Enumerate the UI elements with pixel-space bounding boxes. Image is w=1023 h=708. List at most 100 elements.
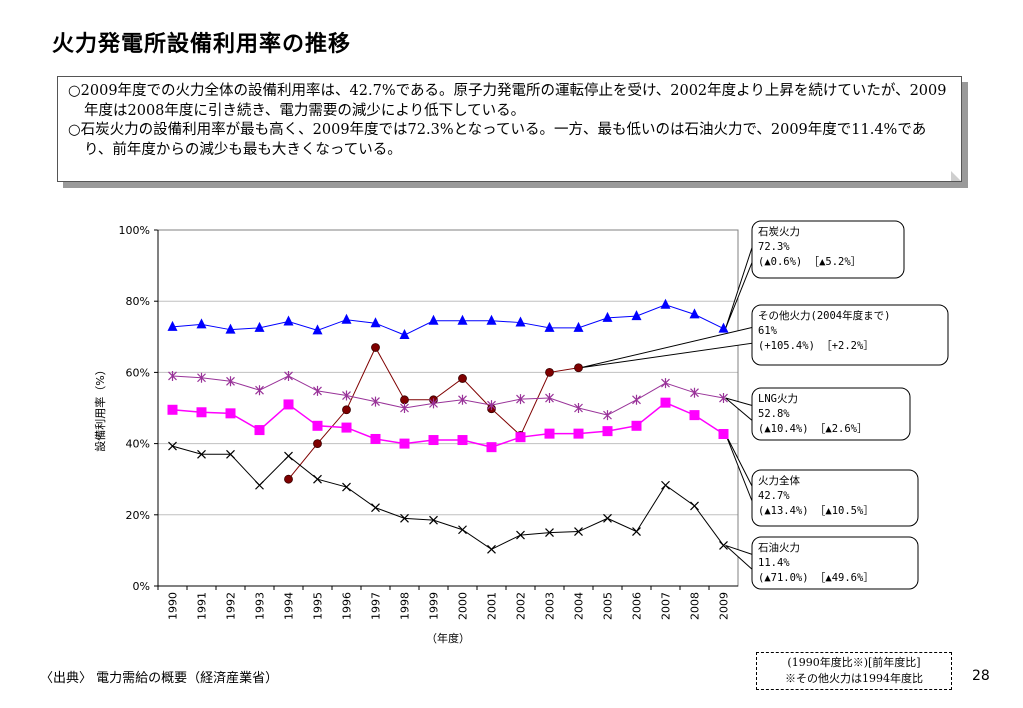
data-point — [226, 376, 235, 387]
data-point — [370, 433, 381, 444]
folded-corner-decoration — [951, 171, 961, 181]
data-point — [574, 403, 583, 413]
summary-box: ○2009年度での火力全体の設備利用率は、42.7%である。原子力発電所の運転停… — [57, 76, 962, 182]
data-point — [632, 394, 641, 405]
data-point — [371, 343, 380, 352]
y-tick-label: 0% — [133, 580, 150, 593]
data-point — [168, 370, 177, 381]
data-point — [225, 323, 236, 334]
data-point — [487, 544, 496, 554]
data-point — [400, 513, 409, 523]
series — [167, 298, 729, 554]
x-tick-label: 2004 — [573, 592, 586, 620]
callout-text-line1: LNG火力 — [758, 392, 798, 405]
data-point — [457, 314, 468, 325]
data-point — [196, 407, 207, 418]
callout-text-line1: 石油火力 — [758, 541, 800, 554]
callout-text-line1: その他火力(2004年度まで) — [758, 309, 890, 322]
page-title: 火力発電所設備利用率の推移 — [52, 32, 352, 57]
y-tick-label: 100% — [119, 224, 150, 237]
data-point — [255, 385, 264, 396]
callout-pointer — [580, 326, 755, 369]
x-tick-label: 2002 — [515, 592, 528, 620]
callout-pointer — [725, 241, 755, 329]
x-tick-label: 2001 — [486, 592, 499, 620]
data-point — [342, 405, 351, 415]
data-point — [313, 385, 322, 396]
data-point — [515, 316, 526, 327]
x-tick-label: 1991 — [196, 592, 209, 620]
x-tick-label: 1992 — [225, 592, 238, 620]
legend-note-box: (1990年度比※)[前年度比] ※その他火力は1994年度比 — [756, 652, 952, 690]
series-line — [288, 346, 579, 480]
gridlines — [158, 229, 738, 516]
data-point — [429, 515, 438, 525]
data-point — [573, 428, 584, 439]
callout-text-line2: 42.7% — [758, 490, 790, 502]
data-point — [458, 374, 467, 383]
plot-area-border — [157, 229, 739, 587]
callout-pointer — [725, 544, 755, 573]
series-line — [172, 375, 724, 416]
data-point — [255, 480, 264, 490]
data-point — [719, 540, 728, 550]
series-total — [167, 397, 729, 453]
data-point — [603, 513, 612, 523]
data-point — [486, 442, 497, 453]
data-point — [458, 394, 467, 405]
data-point — [283, 315, 294, 326]
x-tick-label: 2003 — [544, 592, 557, 620]
data-point — [312, 420, 323, 431]
data-point — [342, 482, 351, 492]
data-point — [661, 378, 670, 389]
data-point — [168, 441, 177, 451]
data-point — [689, 308, 700, 319]
series-line — [172, 445, 724, 550]
data-point — [371, 396, 380, 407]
callout-text-line3: (▲13.4%) ［▲10.5%］ — [758, 505, 874, 517]
x-tick-label: 2006 — [631, 592, 644, 620]
data-point — [428, 435, 439, 446]
data-point — [574, 363, 583, 373]
data-point — [515, 432, 526, 443]
data-point — [197, 372, 206, 383]
x-tick-label: 2005 — [602, 592, 615, 620]
data-point — [457, 435, 468, 446]
callout-text-line1: 石炭火力 — [758, 225, 800, 238]
data-point — [167, 404, 178, 415]
callout-text-line3: (▲10.4%) ［▲2.6%］ — [758, 423, 868, 435]
data-point — [631, 420, 642, 431]
series-lng — [168, 370, 728, 421]
source-citation: 〈出典〉 電力需給の概要（経済産業省） — [40, 671, 279, 686]
callouts: 石炭火力 72.3% (▲0.6%) ［▲5.2%］ その他火力(2004年度まで) 6… — [580, 220, 949, 590]
data-point — [197, 449, 206, 459]
callout-box — [751, 387, 911, 441]
data-point — [313, 474, 322, 484]
callout-text-line3: (▲0.6%) ［▲5.2%］ — [758, 256, 861, 268]
callout-text-line2: 61% — [758, 325, 778, 337]
data-point — [428, 314, 439, 325]
data-point — [226, 449, 235, 459]
data-point — [661, 480, 670, 490]
data-point — [660, 397, 671, 408]
data-point — [603, 410, 612, 421]
data-point — [660, 298, 671, 309]
data-point — [370, 317, 381, 328]
data-point — [602, 311, 613, 322]
callout-text-line3: (▲71.0%) ［▲49.6%］ — [758, 572, 874, 584]
callout-coal: 石炭火力 72.3% (▲0.6%) ［▲5.2%］ — [725, 220, 905, 329]
data-point — [312, 324, 323, 335]
x-tick-label: 1995 — [312, 592, 325, 620]
data-point — [573, 321, 584, 332]
callout-text-line3: (+105.4%) ［+2.2%］ — [758, 340, 874, 352]
data-point — [631, 310, 642, 321]
callout-box — [751, 220, 905, 279]
data-point — [574, 527, 583, 536]
y-tick-label: 20% — [126, 509, 150, 522]
x-tick-label: 1993 — [254, 592, 267, 620]
data-point — [400, 395, 409, 405]
data-point — [690, 387, 699, 398]
data-point — [516, 530, 525, 540]
x-tick-label: 1990 — [167, 592, 180, 620]
